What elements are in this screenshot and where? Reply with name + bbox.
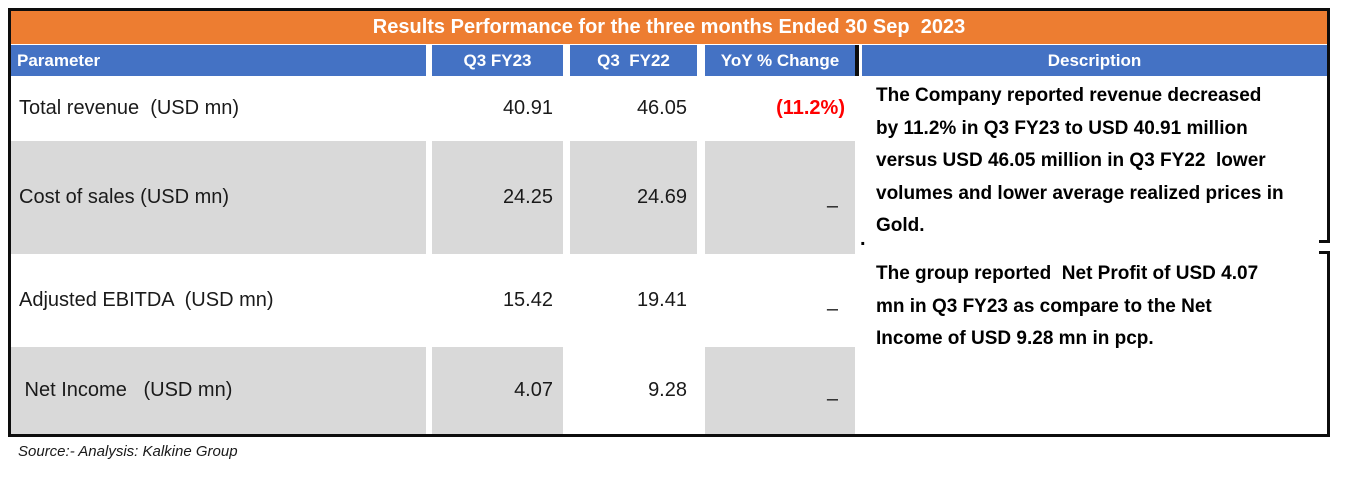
results-table: Results Performance for the three months… [8, 8, 1330, 437]
column-header-q3-fy22: Q3 FY22 [570, 45, 697, 76]
border-tick-top [1319, 240, 1327, 243]
table-row-cost-of-sales: Cost of sales (USD mn) 24.25 24.69 – [11, 141, 1327, 254]
dash-placeholder: – [826, 388, 838, 410]
parameter-cell: Net Income (USD mn) [11, 347, 426, 434]
yoy-change-value: – [705, 141, 855, 254]
negative-change-text: (11.2%) [776, 97, 845, 119]
q3-fy23-value: 40.91 [502, 97, 553, 119]
q3-fy22-value: 19.41 [636, 289, 687, 311]
q3-fy23-value: 24.25 [432, 141, 563, 254]
table-row-net-income: Net Income (USD mn) 4.07 9.28 – [11, 347, 1327, 434]
table-row-adjusted-ebitda: Adjusted EBITDA (USD mn) 15.42 19.41 – [11, 254, 1327, 347]
dash-placeholder: – [826, 195, 838, 217]
column-header-parameter: Parameter [11, 45, 426, 76]
yoy-change-value: – [705, 347, 855, 434]
table-body: Total revenue (USD mn) 40.91 46.05 (11.2… [11, 76, 1327, 434]
column-header-yoy-change: YoY % Change [705, 45, 855, 76]
table-row-total-revenue: Total revenue (USD mn) 40.91 46.05 (11.2… [11, 76, 1327, 141]
q3-fy22-value: 9.28 [570, 347, 697, 434]
table-title: Results Performance for the three months… [11, 11, 1327, 44]
q3-fy22-value: 24.69 [570, 141, 697, 254]
border-notch [1327, 243, 1330, 251]
header-row: Parameter Q3 FY23 Q3 FY22 YoY % Change D… [11, 45, 1327, 76]
dash-placeholder: – [826, 298, 838, 320]
q3-fy23-value: 15.42 [502, 289, 553, 311]
yoy-change-value: – [705, 254, 855, 347]
parameter-cell: Adjusted EBITDA (USD mn) [19, 289, 274, 311]
q3-fy23-value: 4.07 [432, 347, 563, 434]
column-header-q3-fy23: Q3 FY23 [432, 45, 563, 76]
column-header-description: Description [862, 45, 1327, 76]
source-note: Source:- Analysis: Kalkine Group [18, 443, 238, 460]
parameter-cell: Total revenue (USD mn) [19, 97, 240, 119]
parameter-cell: Cost of sales (USD mn) [11, 141, 426, 254]
header-divider [855, 45, 859, 76]
q3-fy22-value: 46.05 [636, 97, 687, 119]
yoy-change-value: (11.2%) [705, 76, 855, 141]
border-tick-bottom [1319, 251, 1327, 254]
